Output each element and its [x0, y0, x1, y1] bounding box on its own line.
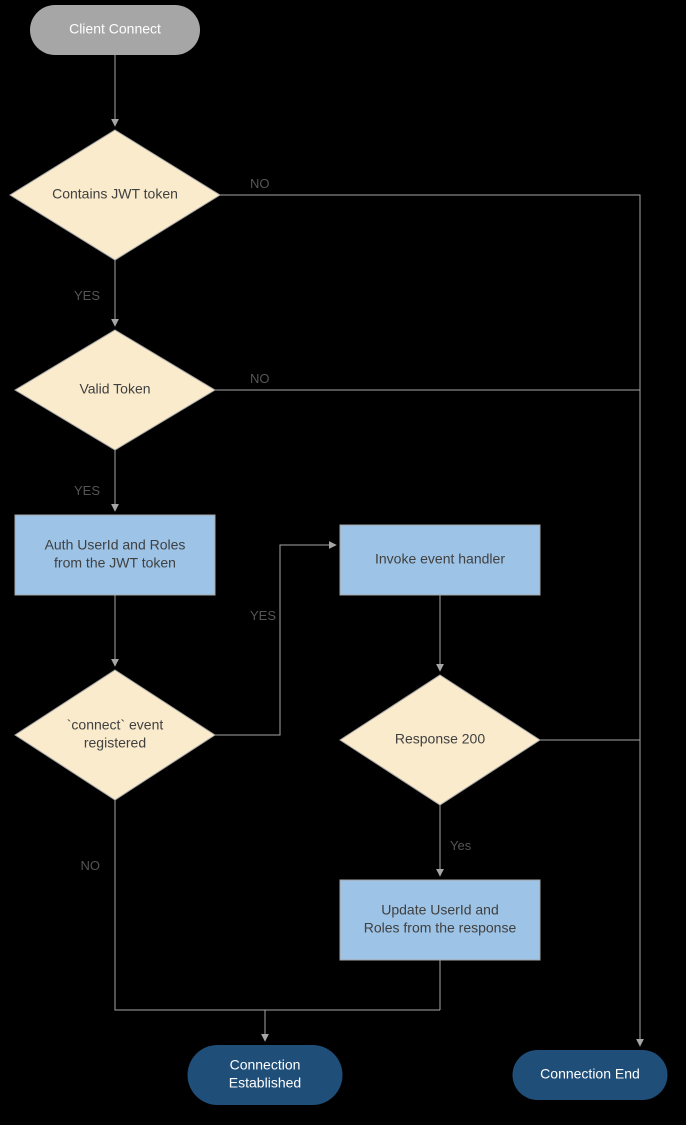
node-label: Established [229, 1075, 301, 1091]
node-label: Client Connect [69, 21, 161, 37]
flowchart-canvas: YES NO YES NO YES Yes NO Client Connect Contains… [0, 0, 686, 1125]
node-label: Valid Token [79, 381, 150, 397]
node-label: Invoke event handler [375, 551, 505, 567]
edge-label: NO [81, 858, 101, 873]
node-label: registered [84, 735, 146, 751]
edge-label: YES [74, 483, 100, 498]
node-label: Response 200 [395, 731, 486, 747]
edge-label: Yes [450, 838, 472, 853]
edge-label: YES [74, 288, 100, 303]
node-label: from the JWT token [54, 555, 176, 571]
node-label: Connection End [540, 1066, 640, 1082]
node-label: Connection [230, 1057, 301, 1073]
edge-label: NO [250, 176, 270, 191]
node-label: Update UserId and [381, 902, 499, 918]
node-label: Roles from the response [364, 920, 517, 936]
node-label: Contains JWT token [52, 186, 178, 202]
node-label: Auth UserId and Roles [45, 537, 186, 553]
node-label: `connect` event [67, 717, 164, 733]
edge-label: YES [250, 608, 276, 623]
edge-label: NO [250, 371, 270, 386]
